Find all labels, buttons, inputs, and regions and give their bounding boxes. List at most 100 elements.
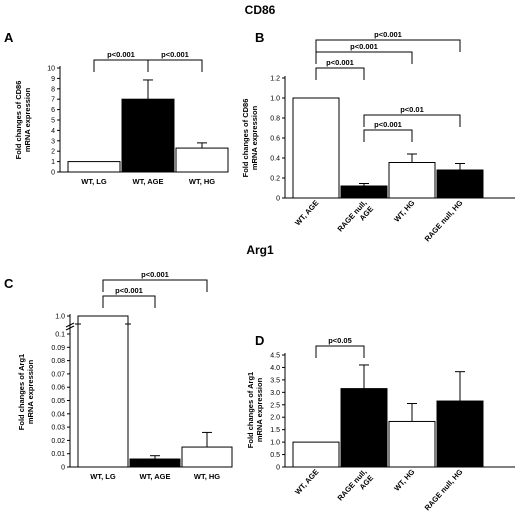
axis-break-mark xyxy=(65,322,75,328)
y-tick-label: 2 xyxy=(51,149,55,156)
panel-d-letter: D xyxy=(255,333,264,348)
y-tick-label: 2.0 xyxy=(270,415,280,422)
panel-a-letter: A xyxy=(4,30,14,45)
x-tick-label: RAGE null,AGE xyxy=(336,198,376,239)
significance-bracket xyxy=(315,67,365,80)
y-tick-label: 1.0 xyxy=(55,314,65,321)
y-tick-label: 0.5 xyxy=(270,452,280,459)
y-tick-label: 1.0 xyxy=(270,96,280,103)
significance-bracket xyxy=(147,59,203,72)
y-tick-label: 1 xyxy=(51,159,55,166)
y-tick-label: 9 xyxy=(51,76,55,83)
x-tick-label: WT, LG xyxy=(81,177,107,186)
y-tick-label: 0 xyxy=(61,465,65,472)
significance-label: p<0.001 xyxy=(374,30,402,39)
x-tick-label: WT, HG xyxy=(392,198,416,224)
cd86-section-title: CD86 xyxy=(245,3,276,17)
bar xyxy=(129,458,181,468)
y-tick-label: 0.03 xyxy=(51,425,65,432)
significance-label: p<0.001 xyxy=(161,50,189,59)
y-tick-label: 4 xyxy=(51,128,55,135)
x-tick-label: RAGE null, HG xyxy=(423,467,465,512)
panel-c-chart: 0 0.01 0.02 0.03 0.04 0.05 0.06 0.07 0.08 0.09 0.1… xyxy=(17,270,233,481)
y-tick-label: 0.4 xyxy=(270,156,280,163)
y-tick-label: 0 xyxy=(276,196,280,203)
significance-bracket xyxy=(315,51,413,64)
y-tick-label: 0.09 xyxy=(51,345,65,352)
significance-label: p<0.001 xyxy=(115,286,143,295)
y-tick-label: 0.06 xyxy=(51,385,65,392)
panel-b-letter: B xyxy=(255,30,264,45)
significance-bracket xyxy=(363,114,461,127)
y-tick-label: 6 xyxy=(51,107,55,114)
y-axis-label: Fold changes of Arg1mRNA expression xyxy=(246,372,264,448)
arg1-section-title: Arg1 xyxy=(246,243,274,257)
y-tick-label: 0.8 xyxy=(270,116,280,123)
significance-label: p<0.01 xyxy=(400,105,424,114)
x-tick-label: WT, HG xyxy=(189,177,215,186)
bar xyxy=(340,388,388,468)
significance-label: p<0.001 xyxy=(326,58,354,67)
x-tick-label: WT, LG xyxy=(90,472,116,481)
significance-label: p<0.001 xyxy=(107,50,135,59)
bar xyxy=(292,97,340,199)
x-tick-label: RAGE null,AGE xyxy=(336,467,376,508)
significance-bracket xyxy=(363,129,413,142)
bar xyxy=(175,147,229,173)
y-tick-label: 0.08 xyxy=(51,358,65,365)
y-tick-label: 0.05 xyxy=(51,398,65,405)
y-axis-label: Fold changes of CD86mRNA expression xyxy=(241,99,259,178)
significance-bracket xyxy=(102,279,208,292)
axis-break-mark xyxy=(65,325,75,331)
y-tick-label: 0.6 xyxy=(270,136,280,143)
y-tick-label: 0 xyxy=(276,465,280,472)
y-tick-label: 0.2 xyxy=(270,176,280,183)
significance-label: p<0.05 xyxy=(328,336,352,345)
x-tick-label: WT, AGE xyxy=(133,177,164,186)
y-axis-label: Fold changes of CD86mRNA expression xyxy=(14,81,32,160)
x-tick-label: WT, HG xyxy=(194,472,220,481)
bar xyxy=(121,98,175,173)
significance-label: p<0.001 xyxy=(141,270,169,279)
y-tick-label: 5 xyxy=(51,118,55,125)
significance-label: p<0.001 xyxy=(374,120,402,129)
x-tick-label: WT, AGE xyxy=(293,467,320,496)
y-tick-label: 0.04 xyxy=(51,411,65,418)
y-axis-label: Fold changes of Arg1mRNA expression xyxy=(17,354,35,430)
x-tick-label: WT, AGE xyxy=(140,472,171,481)
y-tick-label: 3 xyxy=(51,138,55,145)
y-tick-label: 0.07 xyxy=(51,371,65,378)
bar xyxy=(436,169,484,199)
bar xyxy=(77,315,129,468)
y-tick-label: 3.0 xyxy=(270,390,280,397)
significance-bracket xyxy=(315,345,365,358)
y-tick-label: 10 xyxy=(47,66,55,73)
bar xyxy=(388,162,436,199)
significance-label: p<0.001 xyxy=(350,42,378,51)
panel-c-letter: C xyxy=(4,276,14,291)
y-tick-label: 7 xyxy=(51,97,55,104)
bar xyxy=(292,441,340,468)
panel-d-chart: 0 0.5 1.0 1.5 2.0 2.5 3.0 3.5 4.0 4.5 Fold changes… xyxy=(246,336,515,512)
y-tick-label: 0.02 xyxy=(51,438,65,445)
significance-bracket xyxy=(315,39,461,52)
bar xyxy=(388,420,436,468)
y-tick-label: 0 xyxy=(51,170,55,177)
y-tick-label: 1.0 xyxy=(270,440,280,447)
y-tick-label: 4.0 xyxy=(270,365,280,372)
bar xyxy=(340,185,388,199)
y-tick-label: 0.1 xyxy=(55,332,65,339)
y-tick-label: 0.01 xyxy=(51,451,65,458)
y-tick-label: 1.5 xyxy=(270,427,280,434)
panel-b-chart: 0 0.2 0.4 0.6 0.8 1.0 1.2 Fold changes of CD86m… xyxy=(241,30,515,243)
bar xyxy=(67,161,121,173)
significance-bracket xyxy=(102,295,156,308)
panel-a-chart: 0 1 2 3 4 5 6 7 8 9 10 Fold changes of CD86mRNA exp… xyxy=(14,50,229,186)
bar xyxy=(436,400,484,468)
significance-bracket xyxy=(93,59,149,72)
y-tick-label: 3.5 xyxy=(270,377,280,384)
bar xyxy=(181,446,233,468)
y-tick-label: 4.5 xyxy=(270,353,280,360)
x-tick-label: RAGE null, HG xyxy=(423,198,465,243)
